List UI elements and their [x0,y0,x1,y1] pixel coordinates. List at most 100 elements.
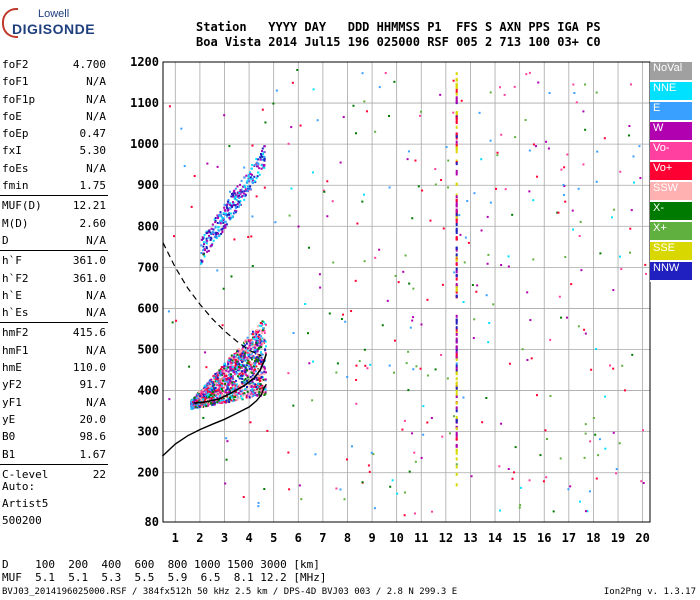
echo-point [227,199,230,202]
echo-point [217,226,220,229]
x-tick-label: 6 [295,531,302,545]
echo-point [228,400,231,403]
echo-point [208,388,211,391]
echo-point [290,126,293,129]
echo-point [259,329,262,332]
echo-point [215,233,218,236]
echo-point [244,356,247,359]
echo-point [262,342,265,345]
echo-point [208,379,211,382]
echo-point [198,405,201,408]
echo-point [430,416,433,419]
echo-point [241,382,244,385]
echo-point [202,245,205,248]
echo-point [549,395,552,398]
echo-point [233,387,236,390]
echo-point [455,231,458,235]
legend-entry: SSE [650,242,692,262]
echo-point [207,395,210,398]
echo-point [234,392,237,395]
echo-point [262,321,265,324]
echo-point [393,371,396,374]
legend-entry: E [650,102,692,122]
echo-point [180,127,183,130]
x-tick-label: 16 [537,531,551,545]
echo-point [229,207,232,210]
echo-point [255,365,258,368]
echo-point [225,399,228,402]
echo-point [239,192,242,195]
echo-point [642,429,645,432]
echo-point [216,269,219,272]
echo-point [236,353,239,356]
echo-point [229,366,232,369]
echo-point [260,164,263,167]
echo-point [251,374,254,377]
echo-point [244,352,247,355]
echo-point [249,364,252,367]
echo-point [530,357,533,360]
echo-point [213,378,216,381]
echo-point [239,200,242,203]
echo-point [361,72,364,75]
echo-point [236,203,239,206]
echo-point [246,336,249,339]
echo-point [225,367,228,370]
echo-point [213,397,216,400]
echo-point [391,479,394,482]
echo-point [412,368,415,371]
echo-point [471,284,474,287]
echo-point [255,360,258,363]
echo-point [234,371,237,374]
echo-point [263,372,266,375]
echo-point [262,367,265,370]
echo-point [342,313,345,316]
echo-point [526,291,529,294]
echo-point [243,369,246,372]
echo-point [232,195,235,198]
echo-point [190,405,193,408]
echo-point [414,460,417,463]
echo-point [207,403,210,406]
echo-point [455,448,458,452]
echo-point [489,139,492,142]
echo-point [218,400,221,403]
x-tick-label: 17 [562,531,576,545]
param-row: h`F 361.0 [0,252,112,269]
echo-point [224,212,227,215]
echo-point [257,335,260,338]
echo-point [354,279,357,282]
param-label: yF2 [2,378,22,392]
echo-point [259,156,262,159]
echo-point [214,389,217,392]
echo-point [202,392,205,395]
echo-point [238,196,241,199]
echo-point [243,352,246,355]
echo-point [235,357,238,360]
echo-point [236,192,239,195]
echo-point [397,281,400,284]
echo-point [203,395,206,398]
echo-point [203,243,206,246]
chart-legend: NoVal NNE E W Vo- Vo+ SSW X- X+ SSE NNW [650,62,692,282]
echo-point [260,346,263,349]
echo-point [426,298,429,301]
echo-point [216,214,219,217]
echo-point [213,391,216,394]
echo-point [455,112,458,116]
echo-point [245,181,248,184]
echo-point [222,225,225,228]
echo-point [194,402,197,405]
param-value: 0.47 [79,127,107,141]
echo-point [216,401,219,404]
echo-point [236,350,239,353]
x-tick-label: 8 [344,531,351,545]
echo-point [183,165,186,168]
echo-point [262,327,265,330]
echo-point [203,384,206,387]
echo-point [217,392,220,395]
echo-point [613,208,616,211]
echo-point [211,392,214,395]
param-label: foF2 [2,58,29,71]
echo-point [200,244,203,247]
